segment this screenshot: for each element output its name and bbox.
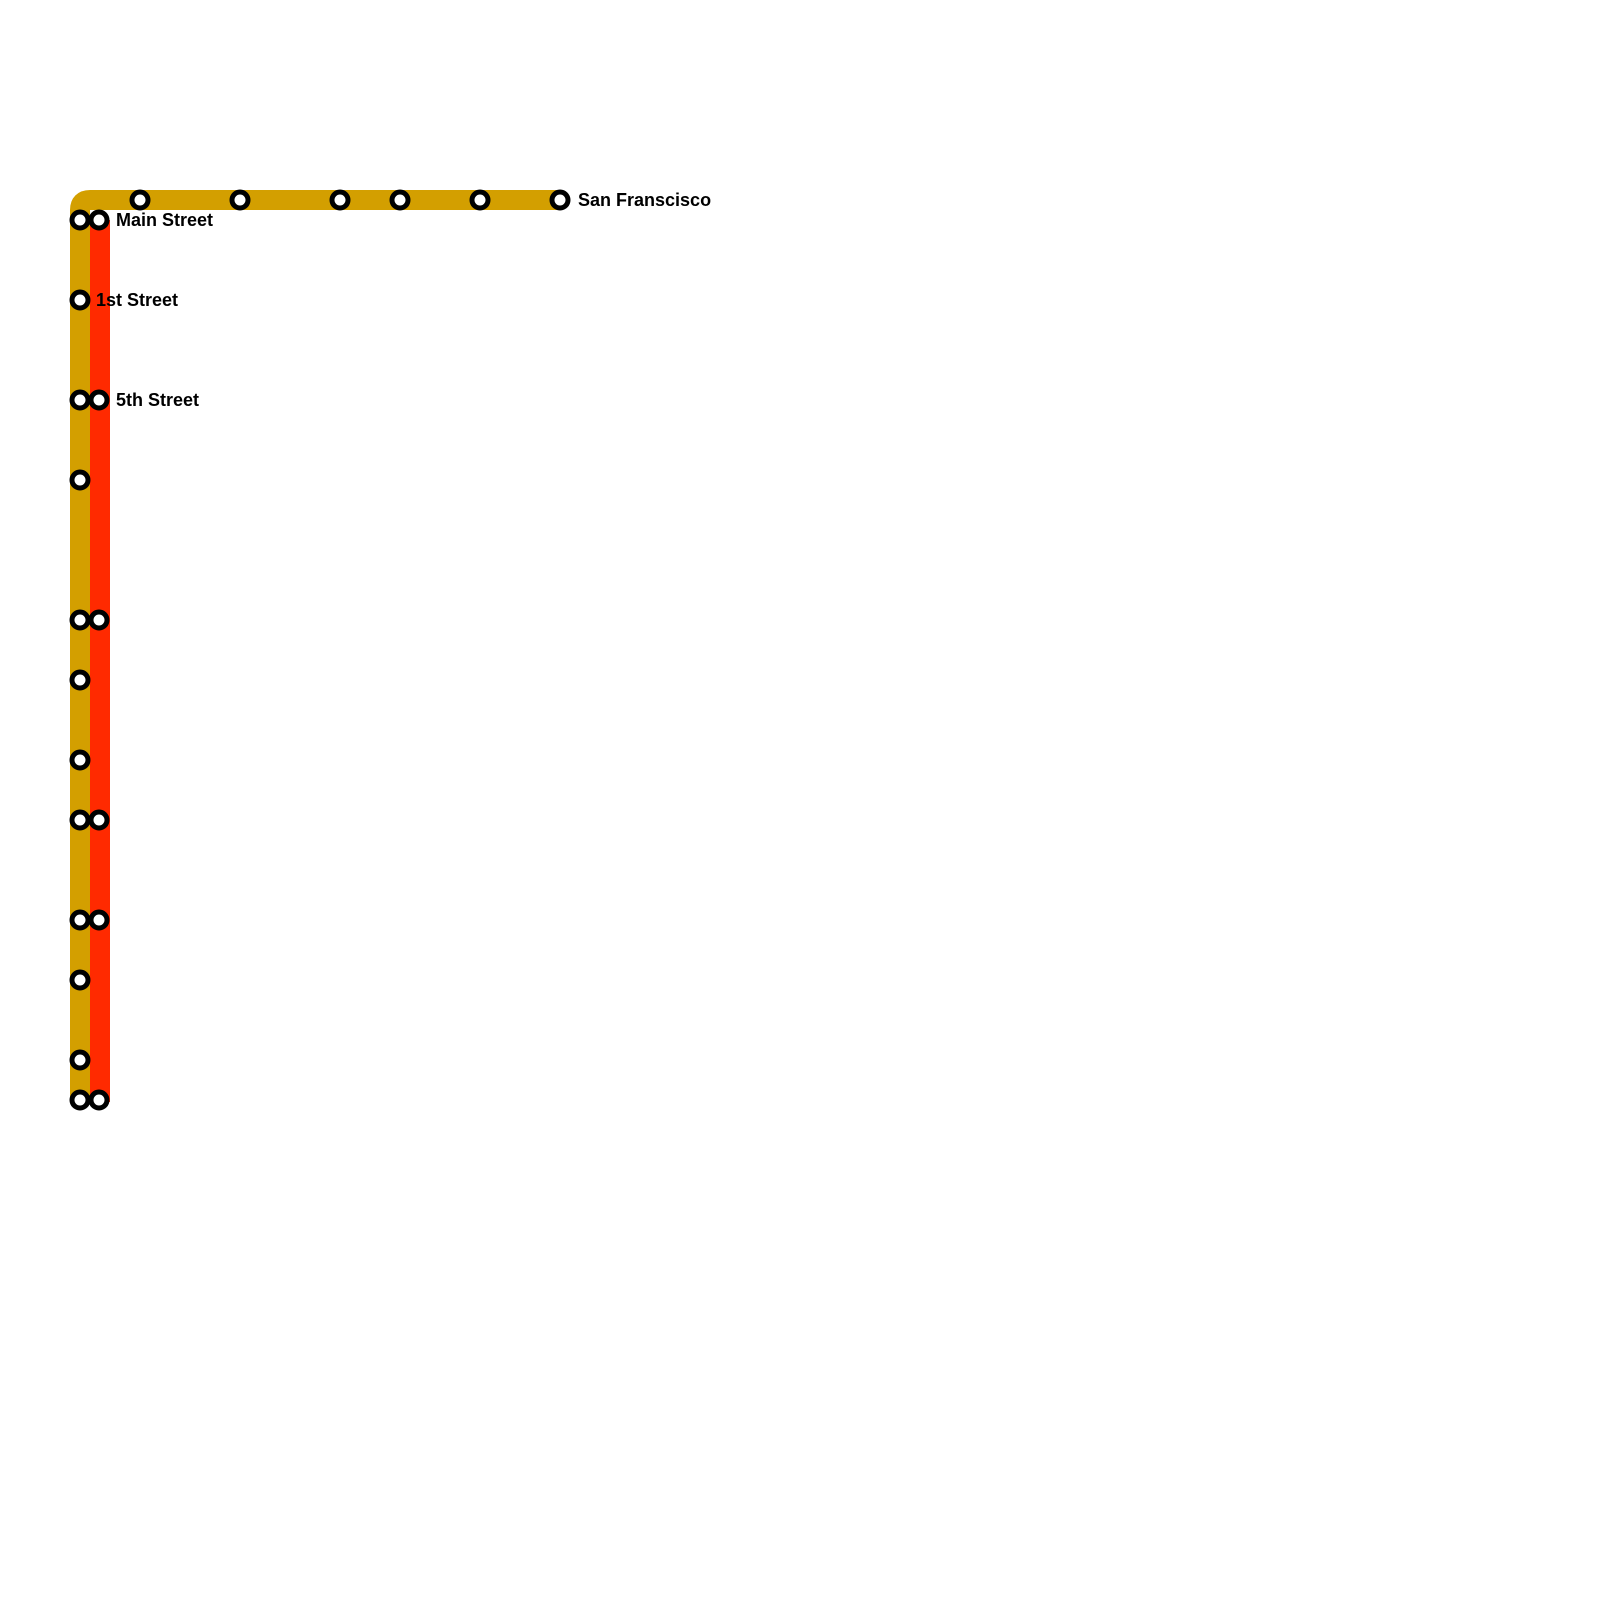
station-marker[interactable] — [69, 289, 91, 311]
station-marker[interactable] — [88, 209, 110, 231]
gold-line — [70, 190, 562, 1102]
station-marker[interactable] — [69, 669, 91, 691]
station-marker[interactable] — [69, 1089, 91, 1111]
station-marker[interactable] — [69, 809, 91, 831]
station-marker[interactable] — [69, 749, 91, 771]
station-marker[interactable] — [88, 909, 110, 931]
station-marker[interactable] — [88, 809, 110, 831]
station-marker[interactable] — [69, 209, 91, 231]
station-label-1st-street: 1st Street — [96, 290, 178, 310]
station-marker[interactable] — [69, 969, 91, 991]
station-marker[interactable] — [88, 609, 110, 631]
station-marker[interactable] — [129, 189, 151, 211]
station-marker[interactable] — [69, 909, 91, 931]
station-label-5th-street: 5th Street — [116, 390, 199, 410]
station-marker[interactable] — [88, 389, 110, 411]
station-marker[interactable] — [469, 189, 491, 211]
station-label-main-street: Main Street — [116, 210, 213, 230]
station-marker[interactable] — [69, 1049, 91, 1071]
station-marker[interactable] — [229, 189, 251, 211]
station-marker[interactable] — [69, 389, 91, 411]
station-marker[interactable] — [549, 189, 571, 211]
station-marker[interactable] — [329, 189, 351, 211]
station-marker[interactable] — [69, 469, 91, 491]
station-marker[interactable] — [389, 189, 411, 211]
station-marker[interactable] — [69, 609, 91, 631]
station-label-san-francisco: San Franscisco — [578, 190, 711, 210]
station-marker[interactable] — [88, 1089, 110, 1111]
